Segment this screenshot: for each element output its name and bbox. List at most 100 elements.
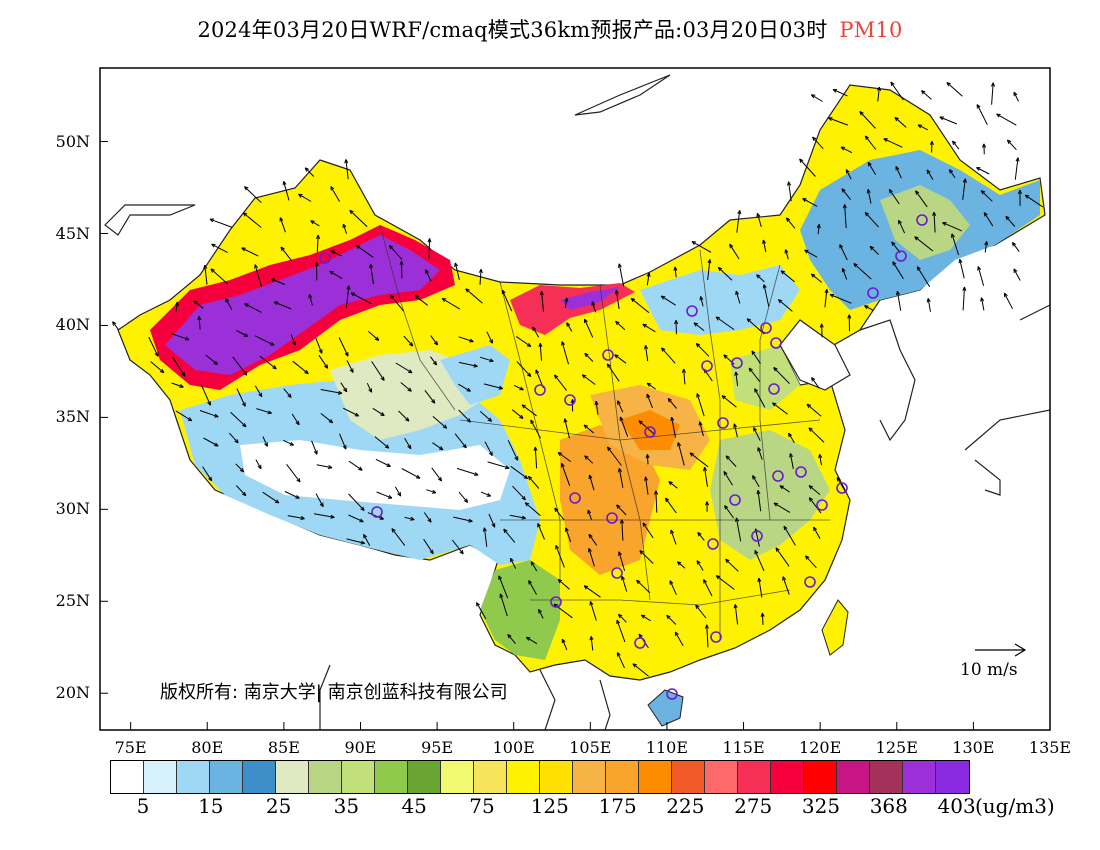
wind-arrow-icon <box>729 243 740 260</box>
wind-arrow-icon <box>315 234 321 253</box>
wind-arrow-icon <box>812 136 824 150</box>
wind-arrow-icon <box>424 389 436 404</box>
circle-marker-icon <box>686 305 698 317</box>
wind-arrow-icon <box>292 360 309 375</box>
wind-arrow-icon <box>704 624 709 648</box>
wind-arrow-icon <box>723 470 733 486</box>
wind-arrow-icon <box>661 347 676 364</box>
lon-label: 115E <box>722 738 765 757</box>
wind-arrow-icon <box>256 408 272 415</box>
wind-arrow-icon <box>677 442 685 466</box>
wind-arrow-icon <box>587 509 593 521</box>
title-main: 2024年03月20日WRF/cmaq模式36km预报产品:03月20日03时 <box>197 18 828 42</box>
colorbar-swatch <box>903 761 936 793</box>
coastline-russia <box>574 74 671 116</box>
wind-arrow-icon <box>262 491 280 504</box>
wind-arrow-icon <box>554 374 567 391</box>
wind-arrow-icon <box>818 454 823 466</box>
colorbar-swatch <box>375 761 408 793</box>
wind-arrow-icon <box>458 409 471 423</box>
circle-marker-icon <box>534 384 546 396</box>
wind-arrow-icon <box>298 193 312 202</box>
colorbar-swatch <box>276 761 309 793</box>
wind-arrow-icon <box>400 382 412 392</box>
circle-marker-icon <box>760 322 772 334</box>
wind-arrow-icon <box>980 297 985 311</box>
colorbar-label: 125 <box>530 794 569 818</box>
region-north-blue <box>640 265 800 335</box>
wind-arrow-icon <box>498 575 509 599</box>
circle-marker-icon <box>916 214 928 226</box>
wind-arrow-icon <box>810 273 823 283</box>
wind-arrow-icon <box>375 458 391 467</box>
wind-arrow-icon <box>898 219 906 234</box>
wind-arrow-icon <box>451 539 464 555</box>
wind-arrow-icon <box>363 534 371 546</box>
wind-arrow-icon <box>525 636 538 645</box>
lon-label: 130E <box>952 738 995 757</box>
colorbar-swatch <box>408 761 441 793</box>
wind-arrow-icon <box>915 190 928 208</box>
wind-arrow-icon <box>804 249 818 258</box>
wind-arrow-icon <box>561 638 568 651</box>
wind-arrow-icon <box>235 485 247 497</box>
wind-arrow-icon <box>914 236 934 252</box>
wind-arrow-icon <box>314 262 319 281</box>
wind-arrow-icon <box>348 514 364 523</box>
wind-arrow-icon <box>510 465 529 480</box>
wind-arrow-icon <box>772 402 788 415</box>
wind-arrow-icon <box>512 485 526 501</box>
wind-arrow-icon <box>348 493 365 511</box>
wind-arrow-icon <box>618 551 626 572</box>
colorbar-swatch <box>243 761 276 793</box>
wind-arrow-icon <box>721 395 737 408</box>
map-title: 2024年03月20日WRF/cmaq模式36km预报产品:03月20日03时 P… <box>0 14 1100 44</box>
wind-arrow-icon <box>499 593 508 617</box>
wind-arrow-icon <box>980 190 993 202</box>
wind-arrow-icon <box>254 264 262 287</box>
wind-arrow-icon <box>171 382 184 388</box>
wind-arrow-icon <box>864 211 879 228</box>
wind-arrow-icon <box>479 411 493 422</box>
wind-arrow-icon <box>202 466 213 482</box>
circle-marker-icon <box>729 494 741 506</box>
colorbar-swatch <box>309 761 342 793</box>
wind-arrow-icon <box>715 575 735 590</box>
wind-arrow-icon <box>344 159 349 180</box>
circle-marker-icon <box>634 637 646 649</box>
coastline-japan <box>964 304 1050 496</box>
wind-arrow-icon <box>561 341 569 365</box>
wind-arrow-icon <box>805 555 817 569</box>
circle-marker-icon <box>602 349 614 361</box>
region-tibet-clean <box>240 440 510 510</box>
colorbar-swatch <box>474 761 507 793</box>
colorbar-swatch <box>870 761 903 793</box>
wind-arrow-icon <box>757 447 763 460</box>
wind-arrow-icon <box>916 266 931 288</box>
wind-arrow-icon <box>286 463 301 483</box>
wind-arrow-icon <box>432 442 444 451</box>
wind-arrow-icon <box>200 383 211 406</box>
wind-arrow-icon <box>242 212 262 228</box>
wind-arrow-icon <box>283 439 294 446</box>
wind-arrow-icon <box>273 301 292 310</box>
circle-marker-icon <box>707 538 719 550</box>
wind-arrow-icon <box>244 303 262 313</box>
colorbar-label: 15 <box>198 794 224 818</box>
wind-arrow-icon <box>616 504 627 516</box>
circle-marker-icon <box>611 567 623 579</box>
wind-arrow-icon <box>673 266 678 278</box>
lon-label: 75E <box>114 738 147 757</box>
lat-label: 20N <box>55 683 90 703</box>
wind-arrow-icon <box>583 424 595 434</box>
axis-ticks <box>100 141 1051 730</box>
circle-marker-icon <box>751 530 763 542</box>
wind-arrow-icon <box>668 481 678 489</box>
wind-arrow-icon <box>584 352 594 362</box>
wind-arrow-icon <box>816 224 821 235</box>
circle-marker-icon <box>710 631 722 643</box>
wind-arrow-icon <box>554 507 565 521</box>
wind-arrow-icon <box>896 290 902 311</box>
wind-arrow-icon <box>646 393 653 409</box>
